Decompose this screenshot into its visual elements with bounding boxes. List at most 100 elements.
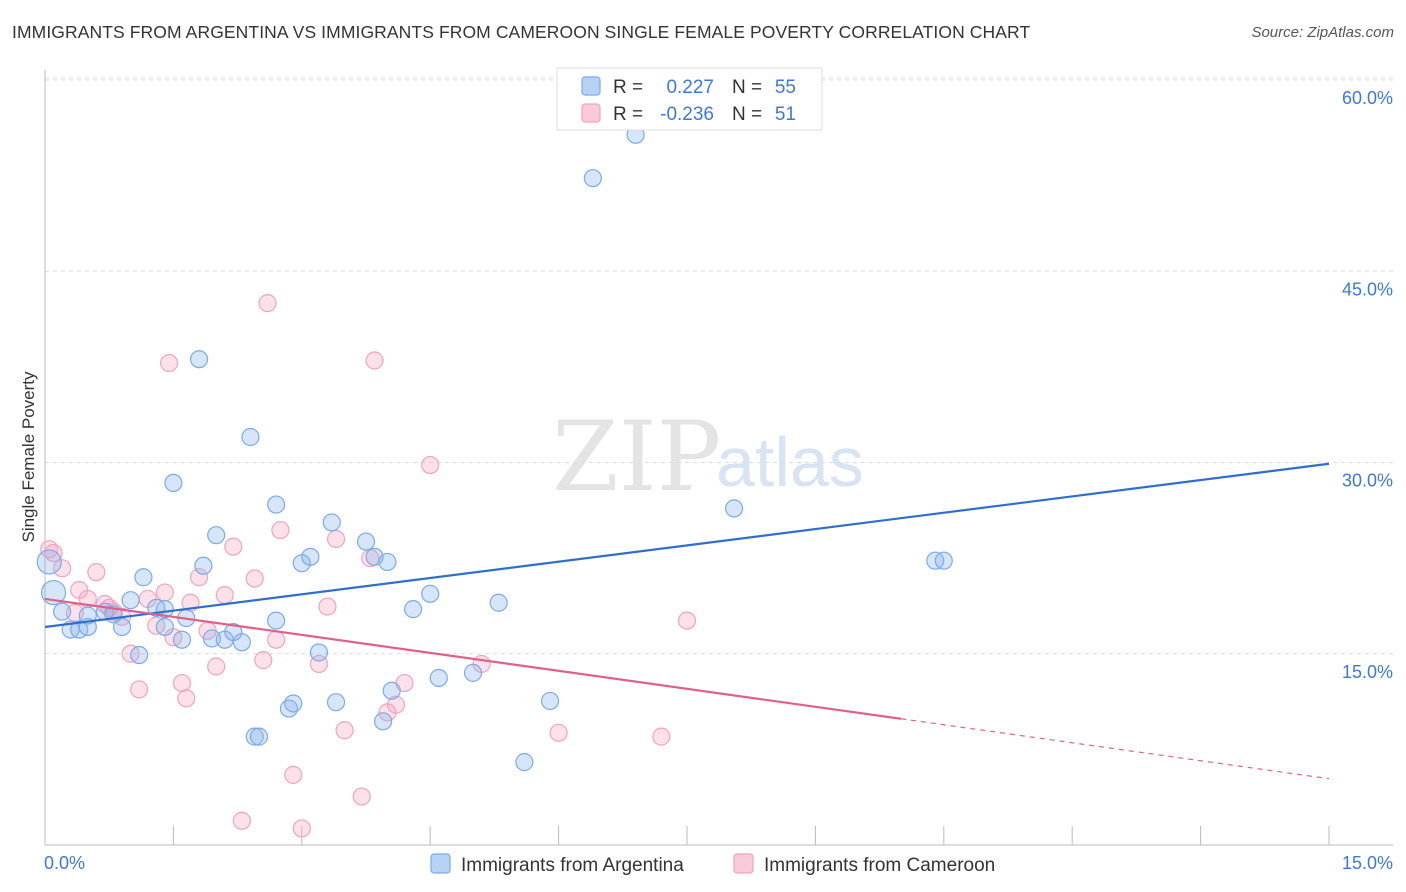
bottom-legend-swatch-argentina <box>430 853 451 874</box>
cameroon-point <box>284 765 303 784</box>
cameroon-point <box>267 630 286 649</box>
cameroon-point <box>87 563 106 582</box>
argentina-point <box>309 643 329 662</box>
y-tick-label: 30.0% <box>1342 471 1393 491</box>
cameroon-point <box>189 568 209 587</box>
cameroon-point <box>44 543 63 563</box>
y-tick-label: 60.0% <box>1342 88 1393 108</box>
argentina-point <box>326 693 346 712</box>
argentina-point <box>267 611 286 630</box>
argentina-point <box>374 712 393 731</box>
argentina-point <box>489 593 508 612</box>
x-tick-label-min: 0.0% <box>44 853 85 873</box>
cameroon-point <box>421 455 440 475</box>
argentina-point <box>130 645 149 665</box>
argentina-point <box>403 600 423 619</box>
argentina-point <box>172 630 192 649</box>
cameroon-point <box>215 585 234 605</box>
cameroon-point <box>271 520 290 540</box>
cameroon-point <box>677 611 697 630</box>
watermark-zip: ZIP <box>552 401 721 513</box>
trend-line-cameroon-extension <box>900 718 1330 780</box>
cameroon-point <box>549 723 568 742</box>
argentina-point <box>378 552 397 572</box>
cameroon-point <box>318 597 337 616</box>
legend-box <box>556 67 823 131</box>
legend-r-value-argentina: 0.227 <box>666 77 714 98</box>
cameroon-point <box>232 811 251 830</box>
argentina-point <box>284 694 303 713</box>
argentina-point <box>245 727 264 746</box>
legend-r-value-cameroon: -0.236 <box>660 104 714 125</box>
x-tick-label-max: 15.0% <box>1342 853 1393 873</box>
cameroon-point <box>53 559 72 578</box>
argentina-point <box>121 591 140 610</box>
argentina-point <box>36 549 62 575</box>
argentina-point <box>232 633 251 652</box>
cameroon-points <box>40 294 697 838</box>
argentina-point <box>53 602 72 621</box>
argentina-point <box>134 568 153 587</box>
cameroon-point <box>160 353 179 373</box>
cameroon-point <box>335 721 354 740</box>
x-axis-ticks <box>44 826 1330 845</box>
cameroon-point <box>177 689 196 708</box>
cameroon-point <box>352 787 371 806</box>
series-legend: Immigrants from Argentina Immigrants fro… <box>430 853 995 876</box>
argentina-point <box>356 532 376 551</box>
argentina-point <box>189 350 209 369</box>
argentina-point <box>382 681 401 700</box>
argentina-point <box>540 691 560 711</box>
cameroon-point <box>258 294 277 313</box>
correlation-legend: R = 0.227 N = 55 R = -0.236 N = 51 <box>556 67 823 131</box>
argentina-point <box>463 663 483 682</box>
cameroon-point <box>254 651 273 670</box>
argentina-point <box>267 495 286 514</box>
legend-n-label-cameroon: N = <box>732 104 762 125</box>
argentina-point <box>112 617 132 637</box>
source-label: Source: ZipAtlas.com <box>1251 24 1394 41</box>
argentina-point <box>429 668 448 688</box>
argentina-point <box>515 753 534 772</box>
cameroon-point <box>652 727 671 746</box>
chart-title: IMMIGRANTS FROM ARGENTINA VS IMMIGRANTS … <box>12 22 1031 42</box>
argentina-point <box>934 551 953 570</box>
legend-swatch-argentina <box>581 76 601 96</box>
trend-lines <box>44 462 1330 780</box>
cameroon-point <box>155 583 174 602</box>
cameroon-point <box>386 695 406 714</box>
legend-n-label-argentina: N = <box>732 77 762 98</box>
argentina-point <box>155 617 174 637</box>
bottom-legend-label-argentina: Immigrants from Argentina <box>461 855 684 876</box>
argentina-point <box>421 584 440 603</box>
argentina-point <box>194 556 213 575</box>
cameroon-point <box>224 537 243 556</box>
cameroon-point <box>326 529 346 549</box>
bottom-legend-swatch-cameroon <box>733 853 754 874</box>
legend-n-value-cameroon: 51 <box>775 104 796 125</box>
y-tick-labels: 15.0% 30.0% 45.0% 60.0% <box>1342 88 1393 682</box>
cameroon-point <box>130 680 149 699</box>
argentina-point <box>322 513 341 532</box>
argentina-point <box>301 547 320 566</box>
y-tick-label: 15.0% <box>1342 662 1393 682</box>
argentina-point <box>583 169 602 188</box>
argentina-point <box>249 727 269 746</box>
cameroon-point <box>207 657 226 676</box>
cameroon-point <box>172 673 192 693</box>
legend-r-label-argentina: R = <box>613 77 643 98</box>
argentina-point <box>164 473 183 492</box>
bottom-legend-label-cameroon: Immigrants from Cameroon <box>764 855 995 876</box>
argentina-point <box>241 427 260 447</box>
y-axis-label: Single Female Poverty <box>19 371 38 543</box>
cameroon-point <box>365 351 384 370</box>
legend-r-label-cameroon: R = <box>613 104 643 125</box>
argentina-points <box>36 125 953 772</box>
y-tick-label: 45.0% <box>1342 279 1393 299</box>
trend-line-argentina <box>44 462 1330 629</box>
argentina-point <box>78 606 97 625</box>
argentina-point <box>207 526 226 545</box>
legend-n-value-argentina: 55 <box>775 77 796 98</box>
legend-swatch-cameroon <box>581 103 601 123</box>
